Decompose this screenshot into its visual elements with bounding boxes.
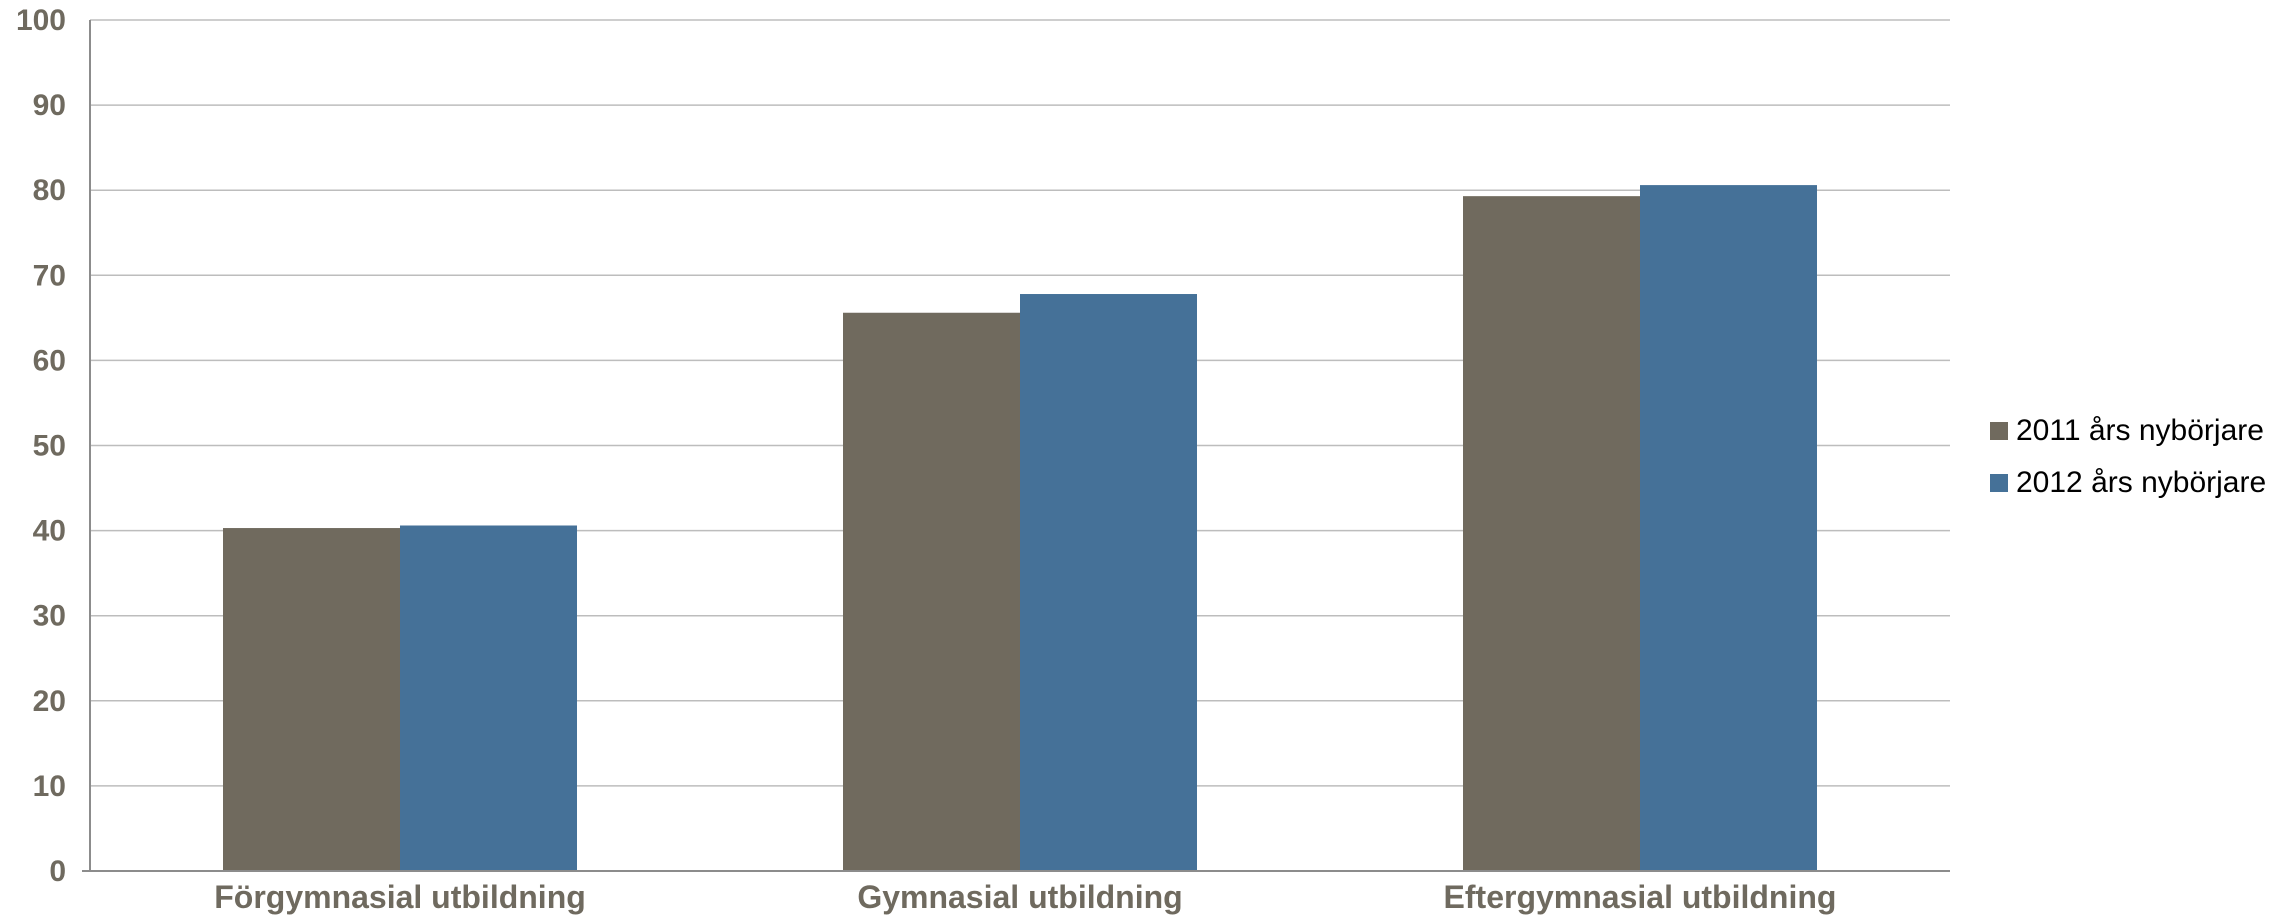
y-tick-label: 90 xyxy=(33,89,66,122)
bars xyxy=(223,185,1817,872)
y-tick-label: 100 xyxy=(16,4,66,37)
y-tick-label: 60 xyxy=(33,344,66,377)
y-tick-label: 50 xyxy=(33,430,66,463)
bar-2-2 xyxy=(1020,294,1197,872)
y-tick-label: 20 xyxy=(33,685,66,718)
bar-1-2 xyxy=(843,312,1020,871)
y-tick-label: 10 xyxy=(33,770,66,803)
category-label: Eftergymnasial utbildning xyxy=(1444,879,1837,915)
y-tick-label: 40 xyxy=(33,515,66,548)
y-tick-label: 0 xyxy=(49,855,66,888)
legend-swatch xyxy=(1990,474,2008,492)
y-tick-labels: 0 10 20 30 40 50 60 70 80 90 100 xyxy=(16,4,66,888)
y-tick-label: 70 xyxy=(33,259,66,292)
bar-1-3 xyxy=(1463,196,1640,872)
legend-swatch xyxy=(1990,422,2008,440)
axes xyxy=(82,20,1950,872)
y-tick-label: 30 xyxy=(33,600,66,633)
category-labels: Förgymnasial utbildning Gymnasial utbildn… xyxy=(214,879,1836,915)
legend: 2011 års nybörjare 2012 års nybörjare xyxy=(1990,414,2266,499)
legend-label: 2012 års nybörjare xyxy=(2016,466,2266,499)
bar-2-1 xyxy=(400,525,577,871)
legend-label: 2011 års nybörjare xyxy=(2016,414,2264,447)
category-label: Gymnasial utbildning xyxy=(857,879,1182,915)
bar-2-3 xyxy=(1640,185,1817,871)
bar-1-1 xyxy=(223,528,400,871)
y-tick-label: 80 xyxy=(33,174,66,207)
category-label: Förgymnasial utbildning xyxy=(214,879,586,915)
